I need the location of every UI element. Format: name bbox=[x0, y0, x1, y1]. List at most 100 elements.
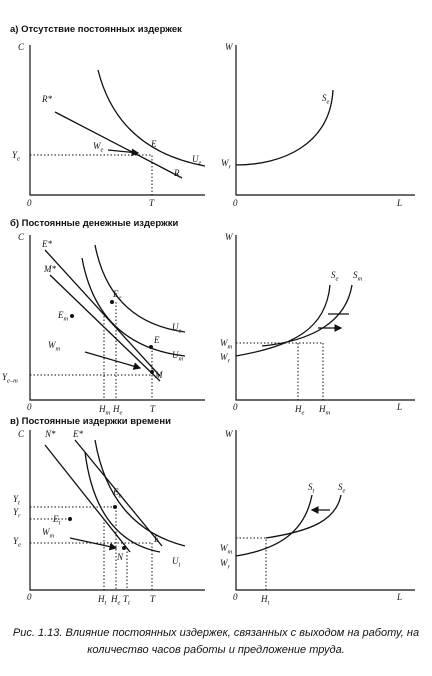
indifference-curve bbox=[94, 439, 186, 547]
label-sub: e bbox=[119, 493, 122, 500]
indifference-curve bbox=[94, 244, 186, 333]
axis-label: Tt bbox=[123, 594, 130, 607]
label-main: T bbox=[150, 404, 156, 414]
label-main: W bbox=[225, 232, 234, 242]
label-main: L bbox=[396, 402, 402, 412]
axis-label: T bbox=[150, 594, 156, 604]
axis-label: Ht bbox=[97, 594, 107, 607]
axis-label: We bbox=[93, 141, 104, 154]
caption: количество часов работы и предложение тр… bbox=[87, 644, 345, 656]
guide bbox=[30, 302, 153, 400]
indifference-curve bbox=[84, 451, 161, 553]
axis-label: Yr bbox=[13, 507, 21, 520]
axis-label: Wr bbox=[220, 558, 231, 571]
label-sub: e bbox=[119, 295, 122, 302]
axis-label: Wm bbox=[42, 527, 55, 540]
axis-label: N* bbox=[44, 429, 56, 439]
indifference-curve bbox=[97, 69, 206, 167]
axis-label: L bbox=[396, 402, 402, 412]
guide bbox=[236, 537, 267, 590]
axis-label: C bbox=[18, 232, 25, 242]
label-main: U bbox=[172, 350, 179, 360]
arrow bbox=[84, 351, 142, 370]
axis-label: W bbox=[225, 42, 234, 52]
label-main: H bbox=[98, 404, 106, 414]
panel-title: а) Отсутствие постоянных издержек bbox=[10, 24, 182, 35]
label-main: H bbox=[318, 404, 326, 414]
label-main: C bbox=[18, 42, 25, 52]
supply-curve bbox=[235, 89, 334, 166]
label-main: S bbox=[308, 482, 313, 492]
axis-label: Ye–m bbox=[2, 372, 18, 385]
label-main: 0 bbox=[27, 402, 32, 412]
arrow bbox=[318, 313, 349, 328]
axis-label: E bbox=[153, 534, 160, 544]
label-main: E bbox=[153, 534, 160, 544]
label-main: R bbox=[173, 168, 180, 178]
label-sub: m bbox=[326, 410, 331, 417]
label-main: H bbox=[97, 594, 105, 604]
label-main: S bbox=[353, 270, 358, 280]
axis-label: 0 bbox=[233, 592, 238, 602]
axis-label: Se bbox=[331, 270, 339, 283]
label-sub: m bbox=[50, 533, 55, 540]
label-main: R* bbox=[41, 94, 52, 104]
label-main: W bbox=[225, 42, 234, 52]
axis-label: R bbox=[173, 168, 180, 178]
label-sub: m bbox=[228, 344, 233, 351]
point bbox=[110, 300, 114, 304]
axis-label: He bbox=[112, 404, 123, 417]
label-main: C bbox=[18, 429, 25, 439]
label-sub: e bbox=[199, 160, 202, 167]
budget-line bbox=[74, 439, 163, 547]
point bbox=[70, 314, 74, 318]
supply-curve bbox=[261, 284, 353, 347]
caption: Рис. 1.13. Влияние постоянных издержек, … bbox=[13, 627, 419, 639]
label-main: E bbox=[112, 289, 119, 299]
axis-label: Ye bbox=[13, 536, 21, 549]
label-sub: m bbox=[106, 410, 111, 417]
label-main: N bbox=[116, 552, 124, 562]
label-sub: t bbox=[268, 600, 270, 607]
label-main: W bbox=[220, 352, 229, 362]
label-sub: r bbox=[229, 164, 232, 171]
label-main: W bbox=[220, 338, 229, 348]
label-main: E bbox=[112, 487, 119, 497]
axis-label: Wm bbox=[48, 340, 61, 353]
label-main: 0 bbox=[233, 402, 238, 412]
label-main: Y bbox=[13, 507, 19, 517]
label-main: E bbox=[52, 514, 59, 524]
axis-label: St bbox=[308, 482, 315, 495]
budget-line bbox=[44, 249, 161, 377]
axis-label: Sm bbox=[353, 270, 363, 283]
axis-label: Et bbox=[52, 514, 61, 527]
axes bbox=[235, 45, 415, 196]
axis-label: 0 bbox=[233, 402, 238, 412]
axis-label: Wr bbox=[220, 352, 231, 365]
label-sub: r bbox=[18, 513, 21, 520]
guide bbox=[30, 154, 153, 195]
label-sub: r bbox=[228, 564, 231, 571]
label-main: H bbox=[110, 594, 118, 604]
axis-label: Ee bbox=[112, 487, 122, 500]
axis-label: He bbox=[294, 404, 305, 417]
label-sub: t bbox=[313, 488, 315, 495]
axis-label: Yt bbox=[13, 494, 20, 507]
arrow bbox=[107, 148, 140, 157]
label-sub: m bbox=[56, 346, 61, 353]
axis-label: M* bbox=[43, 264, 56, 274]
axis-label: E* bbox=[72, 429, 83, 439]
label-main: W bbox=[42, 527, 51, 537]
label-sub: e bbox=[120, 410, 123, 417]
axis-label: Hm bbox=[318, 404, 331, 417]
axes bbox=[29, 235, 205, 401]
label-sub: e bbox=[118, 600, 121, 607]
axis-label: Ue bbox=[192, 154, 202, 167]
budget-line bbox=[54, 111, 183, 179]
label-main: E* bbox=[41, 239, 52, 249]
label-main: W bbox=[48, 340, 57, 350]
axis-label: 0 bbox=[27, 402, 32, 412]
label-sub: r bbox=[228, 358, 231, 365]
axis-label: Hm bbox=[98, 404, 111, 417]
